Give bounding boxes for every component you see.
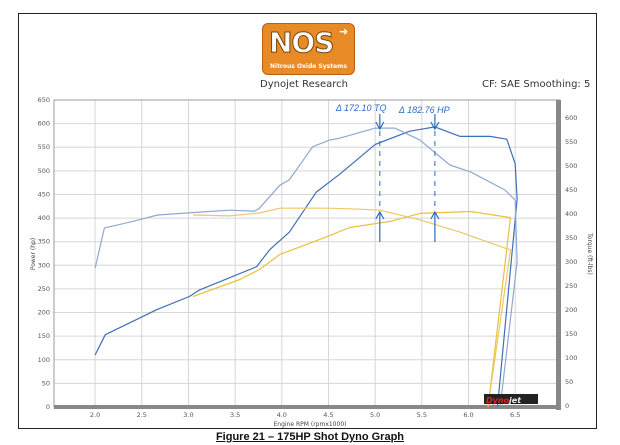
- logo-subtext: Nitrous Oxide Systems: [269, 63, 347, 70]
- ticks: 2.0 2.5 3.0 3.5 4.0 4.5 5.0 5.5 6.0 6.5 0 50 100 150 2…: [38, 96, 578, 419]
- y2-tick-label: 300: [565, 258, 577, 266]
- y2-tick-label: 450: [565, 186, 577, 194]
- y2-tick-label: 200: [565, 306, 577, 314]
- x-axis-label: Engine RPM (rpmx1000): [274, 421, 347, 428]
- x-tick-label: 2.5: [137, 411, 147, 419]
- right-axis-bar: [556, 100, 561, 410]
- y-tick-label: 300: [38, 261, 50, 269]
- y2-tick-label: 250: [565, 282, 577, 290]
- power-baseline-line: [192, 210, 512, 408]
- dynojet-watermark: Dynojet: [484, 394, 538, 405]
- y2-tick-label: 600: [565, 114, 577, 122]
- x-tick-label: 5.0: [370, 411, 380, 419]
- up-arrow-head-icon: [430, 210, 440, 220]
- y2-axis-label: Torque (ft-lbs): [586, 232, 593, 275]
- logo-arrow-icon: ➜: [339, 25, 349, 38]
- y-tick-label: 600: [38, 120, 50, 128]
- y-tick-label: 500: [38, 167, 50, 175]
- y2-tick-label: 500: [565, 162, 577, 170]
- x-tick-label: 3.0: [183, 411, 193, 419]
- down-arrow-head-icon: [430, 121, 440, 131]
- figure-frame: [18, 13, 597, 429]
- x-tick-label: 5.5: [417, 411, 427, 419]
- x-tick-label: 6.0: [463, 411, 473, 419]
- x-tick-label: 6.5: [510, 411, 520, 419]
- y2-tick-label: 400: [565, 210, 577, 218]
- x-axis-bar: [54, 405, 561, 409]
- y2-tick-label: 0: [565, 402, 569, 410]
- y-tick-label: 550: [38, 143, 50, 151]
- x-tick-label: 4.0: [277, 411, 287, 419]
- plot-border: [53, 99, 561, 408]
- y2-tick-label: 50: [565, 378, 573, 386]
- y-tick-label: 350: [38, 238, 50, 246]
- y-tick-label: 450: [38, 190, 50, 198]
- y2-tick-label: 350: [565, 234, 577, 242]
- correction-label: CF: SAE Smoothing: 5: [482, 79, 591, 90]
- y-tick-label: 0: [46, 403, 50, 411]
- annotation-label: Δ 182.76 HP: [398, 105, 450, 115]
- series-lines: [94, 126, 518, 408]
- y-tick-label: 100: [38, 356, 50, 364]
- y2-tick-label: 550: [565, 138, 577, 146]
- torque-baseline-line: [193, 207, 512, 407]
- up-arrow-head-icon: [375, 210, 385, 220]
- y-tick-label: 250: [38, 285, 50, 293]
- y-axis-label: Power (hp): [30, 238, 37, 270]
- y-tick-label: 50: [42, 379, 50, 387]
- power-nitrous-line: [94, 126, 518, 408]
- logo-text: NOS: [268, 26, 334, 59]
- svg-text:Dynojet: Dynojet: [486, 396, 522, 405]
- down-arrow-head-icon: [375, 121, 385, 131]
- figure-caption: Figure 21 – 175HP Shot Dyno Graph: [215, 431, 405, 443]
- x-tick-label: 3.5: [230, 411, 240, 419]
- y-tick-label: 650: [38, 96, 50, 104]
- y-tick-label: 150: [38, 332, 50, 340]
- y-tick-label: 200: [38, 309, 50, 317]
- y2-tick-label: 150: [565, 330, 577, 338]
- x-tick-label: 4.5: [323, 411, 333, 419]
- dynojet-label: Dynojet Research: [260, 79, 348, 90]
- torque-nitrous-line: [94, 127, 518, 407]
- grid: [54, 99, 560, 408]
- annotations: Δ 172.10 TQ Δ 182.76 HP: [335, 103, 450, 242]
- y2-tick-label: 100: [565, 354, 577, 362]
- annotation-label: Δ 172.10 TQ: [335, 103, 387, 113]
- nos-logo: NOS ➜ Nitrous Oxide Systems: [262, 23, 355, 75]
- y-tick-label: 400: [38, 214, 50, 222]
- x-tick-label: 2.0: [90, 411, 100, 419]
